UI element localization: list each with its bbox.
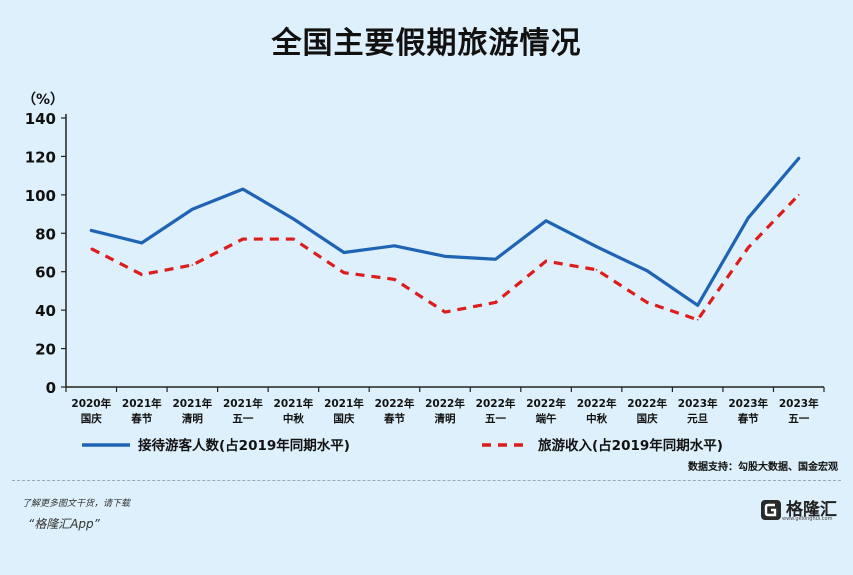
series-2-point [797,194,800,196]
x-tick-label: 2023年 [678,397,718,410]
chart-title: 全国主要假期旅游情况 [271,26,582,61]
series-2-point [545,260,547,262]
series-1-point [242,188,244,190]
promo-text: 了解更多图文干货，请下载 [22,499,131,509]
series-2-point [292,238,295,240]
y-tick-label: 0 [46,379,56,397]
x-tick-label: 2021年 [274,397,314,410]
x-tick-label: 2022年 [526,397,566,410]
y-tick-label: 60 [35,264,56,282]
y-tick-label: 100 [25,187,56,205]
x-tick-label: 春节 [384,412,405,425]
x-tick-label: 2021年 [223,397,263,410]
x-tick-label: 五一 [485,413,506,425]
series-1-point [696,304,699,307]
series-1-point [191,208,194,211]
legend-label-2: 旅游收入(占2019年同期水平) [538,437,723,454]
x-tick-label: 2023年 [779,397,819,410]
series-2-point [444,311,446,313]
x-tick-label: 2022年 [577,397,617,410]
series-2-point [343,271,345,274]
series-1-point [646,269,648,272]
legend-label-1: 接待游客人数(占2019年同期水平) [138,437,350,454]
source-note: 数据支持：勾股大数据、国金宏观 [688,460,838,473]
y-tick-label: 120 [25,148,56,166]
x-tick-label: 春节 [738,412,759,425]
series-1-point [343,251,345,254]
y-axis-label: （%） [22,92,64,108]
series-2-point [242,238,244,240]
series-1-point [494,258,497,261]
x-tick-label: 2021年 [172,397,212,410]
brand-logo: 格隆汇 [760,497,837,523]
y-tick-label: 80 [35,225,56,243]
series-1-point [90,229,93,232]
brand-g-icon [761,500,781,520]
x-tick-label: 2022年 [476,397,516,410]
footer-divider [12,480,841,481]
x-tick-label: 五一 [232,413,253,425]
x-tick-label: 春节 [131,412,152,425]
y-tick-label: 20 [35,341,56,359]
series-1-point [444,255,446,258]
series-2-point [141,273,143,276]
x-tick-label: 五一 [788,413,809,425]
series-2-point [393,278,396,281]
y-tick-label: 40 [35,302,56,320]
x-tick-label: 2022年 [375,397,415,410]
x-tick-label: 2022年 [425,397,465,410]
x-tick-label: 清明 [435,412,456,425]
series-1-point [747,217,749,219]
x-tick-label: 端午 [536,412,557,425]
promo-app-name: “格隆汇App” [28,517,100,531]
series-2-point [747,246,749,249]
series-2-point [696,318,699,321]
series-1-point [595,245,598,248]
x-tick-label: 2020年 [71,397,111,410]
brand-website: www.gelonghui.com [782,516,833,522]
x-tick-label: 2021年 [122,397,162,410]
x-tick-label: 国庆 [333,412,354,425]
series-2-point [595,268,598,271]
x-tick-label: 中秋 [283,412,304,425]
series-2-point [90,247,93,250]
series-2-point [646,301,648,304]
brand-name: 格隆汇 [786,500,837,520]
series-1-point [141,242,143,244]
x-tick-label: 国庆 [637,412,658,425]
x-tick-label: 清明 [182,412,203,425]
x-tick-label: 国庆 [81,412,102,425]
series-line-1 [89,156,801,307]
y-tick-label: 140 [25,110,56,128]
series-1-point [393,244,396,247]
x-tick-label: 2021年 [324,397,364,410]
series-2-point [494,301,497,304]
series-1-point [292,218,295,220]
series-2-point [191,264,194,266]
series-1-point [797,157,800,160]
x-tick-label: 2023年 [728,397,768,410]
x-tick-label: 2022年 [627,397,667,410]
series-1-point [545,219,547,222]
x-tick-label: 中秋 [586,412,607,425]
x-tick-label: 元旦 [687,413,708,425]
